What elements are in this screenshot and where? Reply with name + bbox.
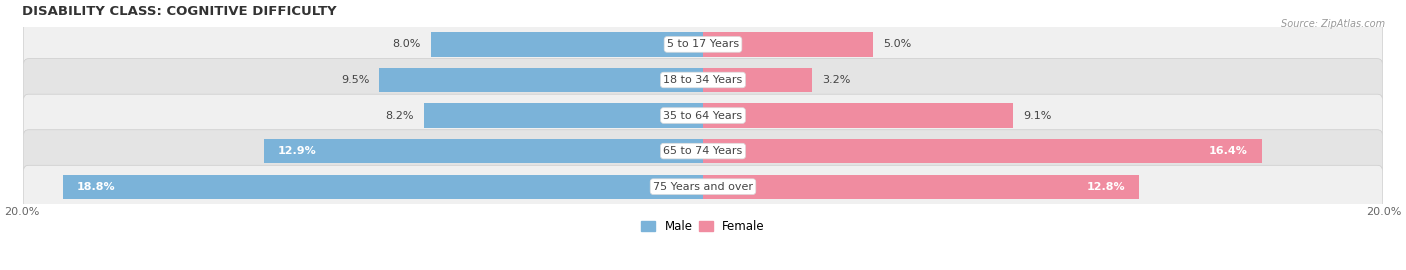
FancyBboxPatch shape xyxy=(24,165,1382,208)
Text: 75 Years and over: 75 Years and over xyxy=(652,182,754,192)
Text: 5 to 17 Years: 5 to 17 Years xyxy=(666,39,740,49)
FancyBboxPatch shape xyxy=(24,59,1382,101)
Legend: Male, Female: Male, Female xyxy=(637,215,769,238)
Text: 3.2%: 3.2% xyxy=(823,75,851,85)
Text: 8.0%: 8.0% xyxy=(392,39,420,49)
Bar xyxy=(380,68,703,92)
Bar xyxy=(63,174,703,199)
Bar xyxy=(430,32,703,56)
Text: 35 to 64 Years: 35 to 64 Years xyxy=(664,110,742,120)
Bar xyxy=(703,68,813,92)
FancyBboxPatch shape xyxy=(24,23,1382,66)
Bar xyxy=(703,174,1139,199)
Text: Source: ZipAtlas.com: Source: ZipAtlas.com xyxy=(1281,19,1385,29)
Text: 8.2%: 8.2% xyxy=(385,110,413,120)
Bar xyxy=(264,139,703,163)
Text: 18.8%: 18.8% xyxy=(76,182,115,192)
Bar xyxy=(703,103,1012,128)
Bar xyxy=(423,103,703,128)
Bar xyxy=(703,139,1261,163)
Bar xyxy=(703,32,873,56)
Text: 9.1%: 9.1% xyxy=(1024,110,1052,120)
Text: 12.9%: 12.9% xyxy=(277,146,316,156)
Text: 12.8%: 12.8% xyxy=(1087,182,1125,192)
Text: DISABILITY CLASS: COGNITIVE DIFFICULTY: DISABILITY CLASS: COGNITIVE DIFFICULTY xyxy=(22,5,336,18)
FancyBboxPatch shape xyxy=(24,130,1382,173)
Text: 5.0%: 5.0% xyxy=(883,39,911,49)
FancyBboxPatch shape xyxy=(24,94,1382,137)
Text: 16.4%: 16.4% xyxy=(1209,146,1249,156)
Text: 18 to 34 Years: 18 to 34 Years xyxy=(664,75,742,85)
Text: 9.5%: 9.5% xyxy=(340,75,370,85)
Text: 65 to 74 Years: 65 to 74 Years xyxy=(664,146,742,156)
